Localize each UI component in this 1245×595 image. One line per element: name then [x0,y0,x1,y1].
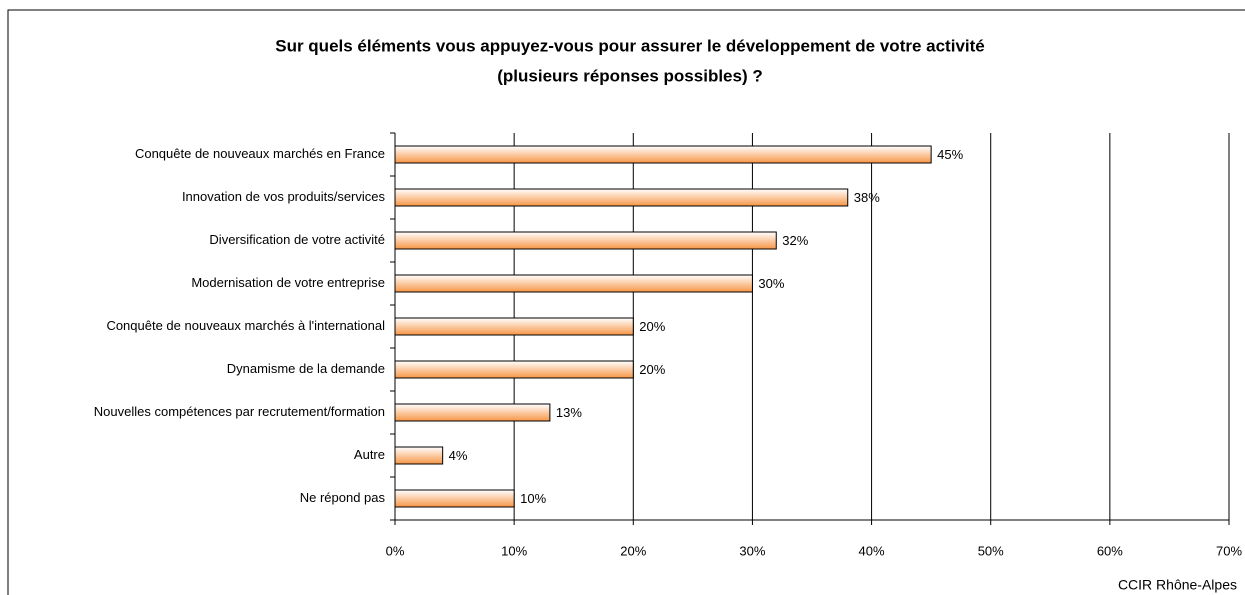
data-label: 32% [782,233,808,248]
bar [394,317,634,336]
y-tick-label: Ne répond pas [300,490,386,505]
chart-title: (plusieurs réponses possibles) ? [497,66,762,85]
x-tick-label: 20% [620,543,646,558]
y-tick-label: Innovation de vos produits/services [182,189,386,204]
bar [394,274,753,293]
chart-title: Sur quels éléments vous appuyez-vous pou… [275,36,985,55]
data-label: 10% [520,491,546,506]
data-label: 4% [449,448,468,463]
data-label: 20% [639,362,665,377]
x-tick-label: 10% [501,543,527,558]
y-tick-label: Nouvelles compétences par recrutement/fo… [94,404,385,419]
y-tick-label: Dynamisme de la demande [227,361,385,376]
x-tick-label: 40% [859,543,885,558]
x-tick-label: 60% [1097,543,1123,558]
bar [394,489,515,508]
data-label: 45% [937,147,963,162]
bar [394,403,551,422]
data-label: 13% [556,405,582,420]
bar [394,188,849,207]
x-tick-label: 0% [386,543,405,558]
bar [394,446,444,465]
y-tick-label: Autre [354,447,385,462]
source: CCIR Rhône-Alpes [1118,577,1237,593]
bar [394,231,777,250]
chart-border [7,9,1245,595]
data-label: 30% [758,276,784,291]
y-tick-label: Modernisation de votre entreprise [191,275,385,290]
data-label: 38% [854,190,880,205]
y-tick-label: Diversification de votre activité [209,232,385,247]
x-tick-label: 50% [978,543,1004,558]
y-tick-label: Conquête de nouveaux marchés à l'interna… [106,318,385,333]
x-tick-label: 70% [1216,543,1242,558]
bar [394,360,634,379]
y-tick-label: Conquête de nouveaux marchés en France [135,146,385,161]
data-label: 20% [639,319,665,334]
bar [394,145,932,164]
x-tick-label: 30% [739,543,765,558]
